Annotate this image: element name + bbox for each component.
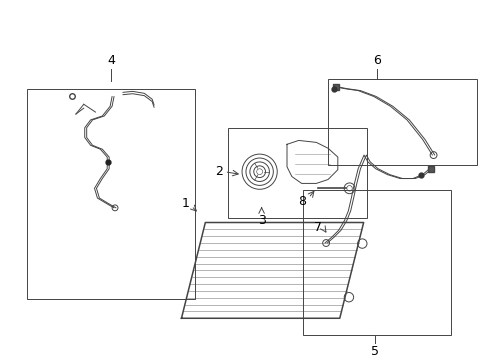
- Text: 4: 4: [107, 54, 115, 67]
- Text: 8: 8: [298, 194, 306, 207]
- Text: 1: 1: [181, 197, 189, 211]
- Bar: [302, 190, 450, 335]
- Text: 6: 6: [372, 54, 380, 67]
- Text: 2: 2: [214, 165, 222, 178]
- Bar: [327, 79, 476, 165]
- Text: 3: 3: [257, 214, 265, 227]
- Text: 7: 7: [314, 221, 322, 234]
- Bar: [27, 89, 195, 299]
- Text: 5: 5: [370, 345, 378, 357]
- Bar: [228, 128, 366, 217]
